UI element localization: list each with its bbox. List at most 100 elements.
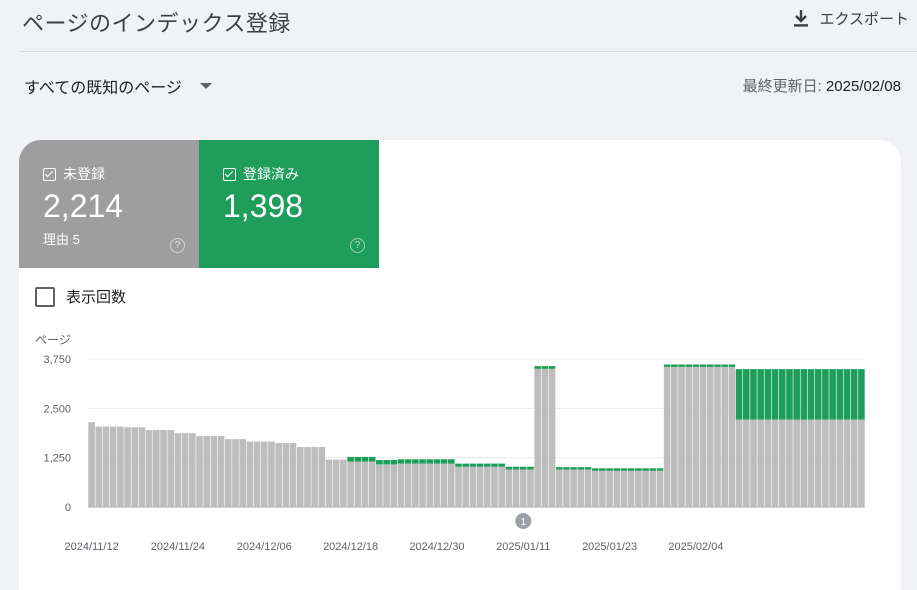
bar-not-indexed — [685, 366, 693, 507]
bar-not-indexed — [577, 469, 585, 507]
bar-not-indexed — [282, 443, 290, 507]
bar-indexed — [807, 369, 815, 420]
last-updated-value: 2025/02/08 — [825, 78, 901, 95]
bar-not-indexed — [210, 435, 218, 507]
bar-indexed — [793, 369, 800, 420]
bar-not-indexed — [217, 435, 225, 507]
bar-indexed — [563, 467, 570, 470]
bar-indexed — [462, 463, 469, 467]
y-tick-label: 1,250 — [43, 453, 71, 465]
bar-indexed — [778, 369, 786, 420]
bar-indexed — [599, 468, 606, 471]
bar-not-indexed — [167, 430, 175, 507]
bar-indexed — [548, 366, 556, 369]
bar-not-indexed — [563, 469, 570, 507]
x-tick-label: 2024/12/30 — [409, 541, 464, 553]
filter-label: すべての既知のページ — [24, 80, 182, 97]
bar-not-indexed — [714, 366, 721, 507]
bar-not-indexed — [440, 463, 448, 507]
bar-indexed — [728, 364, 736, 367]
bar-indexed — [800, 369, 808, 420]
bar-indexed — [620, 468, 628, 471]
bar-not-indexed — [613, 470, 621, 507]
bar-not-indexed — [570, 469, 577, 507]
bar-indexed — [584, 467, 592, 470]
bar-not-indexed — [88, 422, 95, 507]
bar-indexed — [498, 463, 505, 467]
bar-not-indexed — [642, 470, 649, 507]
bar-indexed — [419, 459, 426, 464]
bar-not-indexed — [340, 459, 347, 507]
bar-indexed — [742, 369, 750, 420]
bar-not-indexed — [304, 447, 311, 507]
help-icon[interactable]: ? — [350, 238, 365, 253]
bar-not-indexed — [383, 464, 390, 507]
bar-not-indexed — [433, 463, 441, 507]
bar-not-indexed — [109, 426, 117, 507]
bar-not-indexed — [519, 469, 527, 507]
bar-indexed — [433, 459, 441, 464]
bar-not-indexed — [102, 426, 110, 507]
bar-not-indexed — [620, 470, 628, 507]
bar-indexed — [858, 369, 865, 420]
help-icon[interactable]: ? — [170, 238, 185, 253]
bar-indexed — [663, 364, 671, 367]
checkbox-icon[interactable] — [35, 286, 55, 307]
bar-indexed — [707, 364, 714, 367]
bar-indexed — [829, 369, 836, 420]
bar-indexed — [483, 463, 491, 467]
bar-indexed — [390, 460, 398, 465]
bar-indexed — [376, 460, 383, 465]
bar-not-indexed — [232, 439, 239, 507]
bar-indexed — [613, 468, 621, 471]
bar-not-indexed — [483, 466, 491, 507]
bar-not-indexed — [800, 419, 808, 507]
x-tick-label: 2025/01/23 — [582, 541, 637, 553]
bar-not-indexed — [728, 366, 736, 507]
bar-not-indexed — [476, 466, 484, 507]
bar-not-indexed — [491, 466, 498, 507]
bar-not-indexed — [318, 447, 326, 507]
tile-indexed[interactable]: 登録済み 1,398 ? — [199, 140, 379, 268]
bar-not-indexed — [584, 469, 592, 507]
bar-not-indexed — [189, 433, 196, 507]
bar-indexed — [714, 364, 721, 367]
bar-not-indexed — [311, 447, 318, 507]
bar-not-indexed — [829, 419, 836, 507]
bar-not-indexed — [145, 430, 153, 507]
bar-indexed — [678, 364, 685, 367]
bar-not-indexed — [260, 441, 268, 507]
bar-indexed — [541, 366, 549, 369]
bar-indexed — [771, 369, 779, 420]
tile-not-indexed[interactable]: 未登録 2,214 理由 5 ? — [19, 140, 199, 268]
bar-indexed — [455, 463, 462, 467]
page-filter-dropdown[interactable]: すべての既知のページ — [24, 74, 212, 98]
impressions-toggle[interactable]: 表示回数 — [35, 286, 126, 307]
index-chart: ページ 0 1,250 2,500 3,750 2024/11/12 2024/11/24 2… — [35, 333, 865, 553]
bar-not-indexed — [160, 430, 167, 507]
bar-indexed — [555, 467, 563, 470]
bar-not-indexed — [858, 419, 865, 507]
bar-indexed — [469, 463, 477, 467]
bar-not-indexed — [419, 463, 426, 507]
bar-indexed — [850, 369, 858, 420]
bar-indexed — [448, 459, 455, 464]
bar-not-indexed — [599, 470, 606, 507]
tile-not-indexed-label: 未登録 — [63, 166, 105, 182]
last-updated: 最終更新日: 2025/02/08 — [743, 75, 901, 96]
bar-not-indexed — [138, 427, 146, 507]
bar-indexed — [814, 369, 822, 420]
export-button[interactable]: エクスポート — [793, 8, 909, 29]
bar-indexed — [404, 459, 412, 464]
bar-not-indexed — [289, 443, 297, 507]
bar-not-indexed — [325, 459, 333, 507]
bar-not-indexed — [332, 459, 340, 507]
bar-indexed — [512, 466, 520, 470]
bar-not-indexed — [742, 419, 750, 507]
bar-not-indexed — [635, 470, 642, 507]
bar-not-indexed — [361, 461, 369, 507]
bar-not-indexed — [512, 469, 520, 507]
bar-indexed — [534, 366, 541, 369]
bar-not-indexed — [95, 426, 103, 507]
bar-indexed — [757, 369, 764, 420]
